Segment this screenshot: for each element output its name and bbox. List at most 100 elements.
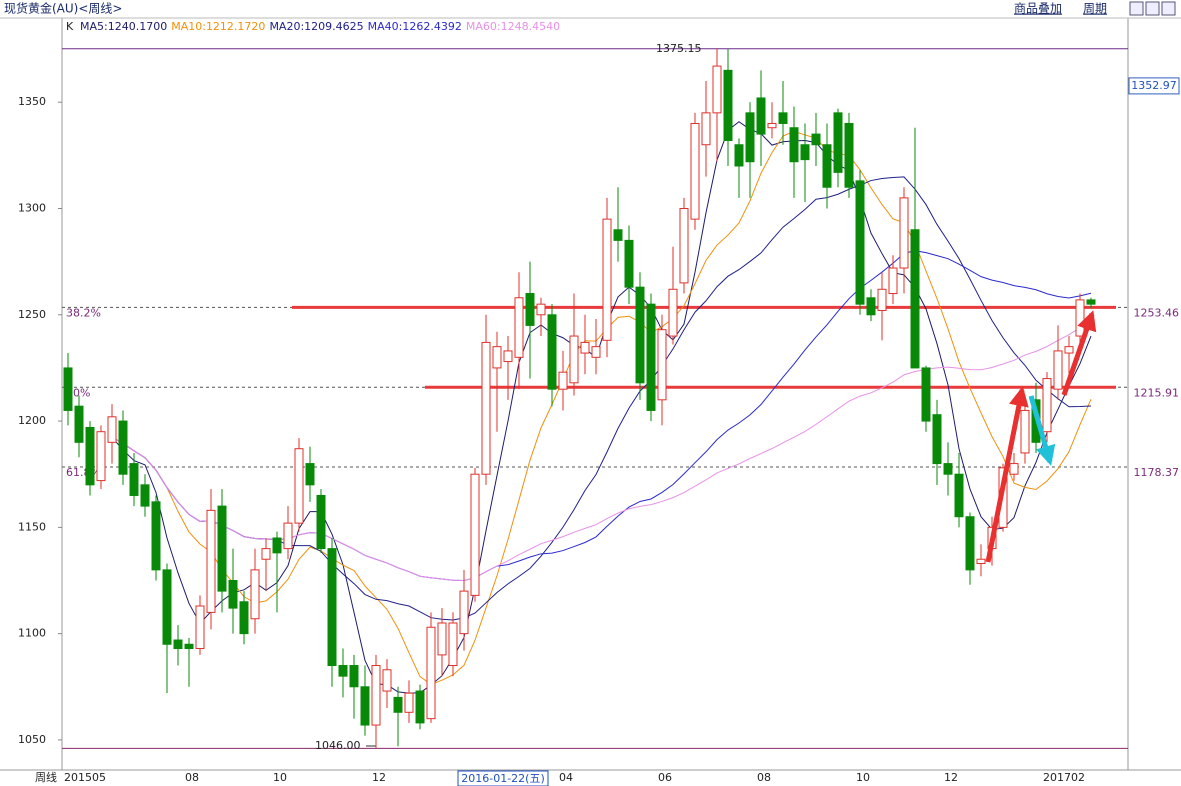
candle-body <box>426 626 436 720</box>
candle-body <box>569 335 579 384</box>
fib-value: 1178.37 <box>1134 466 1180 479</box>
arrow-up <box>1061 310 1097 396</box>
candle-body <box>811 133 821 146</box>
candle-body <box>1075 299 1085 337</box>
candle-body <box>239 601 249 635</box>
arrow-up <box>985 386 1029 563</box>
candle-body <box>316 494 326 550</box>
candle-body <box>228 579 238 609</box>
x-tick-label: 12 <box>372 771 386 784</box>
candle-body <box>74 405 84 443</box>
candle-body <box>305 463 315 486</box>
candle-body <box>371 665 381 726</box>
candle-body <box>1053 350 1063 390</box>
candle-body <box>492 346 502 369</box>
candle-body <box>294 448 304 524</box>
candle-body <box>162 569 172 645</box>
window-buttons <box>1129 1 1176 16</box>
candle-body <box>195 605 205 650</box>
plot: 1050 1100 1150 1200 1250 1300 1350 201505 08 10 12… <box>18 42 1179 784</box>
x-tick-label: 08 <box>757 771 771 784</box>
candle-body <box>283 522 293 550</box>
y-tick-label: 1100 <box>18 627 46 640</box>
candle-body <box>96 431 106 482</box>
low-label: 1046.00 <box>315 739 361 752</box>
candle-body <box>690 122 700 220</box>
candle-body <box>624 239 634 288</box>
candle-body <box>206 509 216 613</box>
y-tick-label: 1200 <box>18 414 46 427</box>
fib-label: 38.2% <box>66 306 101 319</box>
candle-body <box>250 569 260 620</box>
candle-body <box>954 473 964 518</box>
candle-body <box>151 501 161 571</box>
last-price: 1352.97 <box>1131 79 1177 92</box>
y-tick-label: 1250 <box>18 308 46 321</box>
toolbar-period[interactable]: 周期 <box>1083 2 1107 16</box>
button-max[interactable] <box>1161 1 1176 16</box>
fib-label: 61.8% <box>66 466 101 479</box>
candle-body <box>745 112 755 163</box>
button-back[interactable] <box>1129 1 1144 16</box>
candle-body <box>679 208 689 284</box>
candle-body <box>613 229 623 241</box>
candle-body <box>767 122 777 129</box>
candle-body <box>547 314 557 390</box>
candle-body <box>173 639 183 650</box>
candle-body <box>1020 409 1030 454</box>
candle-body <box>844 122 854 188</box>
candle-body <box>646 303 656 411</box>
candle-body <box>822 144 832 188</box>
candle-body <box>470 473 480 596</box>
fib-value: 1253.46 <box>1134 306 1180 319</box>
candle-body <box>712 65 722 114</box>
candle-body <box>734 144 744 167</box>
candle-body <box>657 329 667 401</box>
toolbar-overlay[interactable]: 商品叠加 <box>1014 1 1062 16</box>
candle-body <box>415 690 425 724</box>
candle-body <box>866 297 876 316</box>
cursor-label: 2016-01-22(五) <box>461 772 545 785</box>
x-tick-label: 10 <box>273 771 287 784</box>
legend-entry: MA20:1209.4625 <box>269 20 363 33</box>
candle-body <box>217 505 227 592</box>
high-label: 1375.15 <box>656 42 702 55</box>
candle-body <box>481 341 491 475</box>
candle-body <box>602 218 612 341</box>
button-forward[interactable] <box>1145 1 1160 16</box>
legend-entry: MA5:1240.1700 <box>80 20 167 33</box>
candle-body <box>525 293 535 326</box>
candle-body <box>129 463 139 496</box>
x-tick-label: 10 <box>856 771 870 784</box>
candle-body <box>558 371 568 390</box>
candle-body <box>503 350 513 363</box>
candle-body <box>910 229 920 369</box>
candle-body <box>536 303 546 316</box>
kind-label: K <box>66 20 74 33</box>
candle-body <box>701 112 711 146</box>
candle-body <box>833 112 843 173</box>
candle-body <box>591 346 601 358</box>
candle-body <box>404 692 414 713</box>
candle-body <box>338 665 348 677</box>
cursor-box <box>457 770 549 786</box>
candle-body <box>965 516 975 571</box>
candle-body <box>360 686 370 726</box>
candle-body <box>943 463 953 475</box>
candle-body <box>580 341 590 354</box>
candle-body <box>899 197 909 269</box>
x-tick-label: 201505 <box>64 771 106 784</box>
legend-entry: MA40:1262.4392 <box>368 20 462 33</box>
legend-entry: MA60:1248.4540 <box>466 20 560 33</box>
candle-body <box>272 537 282 554</box>
candle-body <box>800 144 810 161</box>
last-price-box <box>1128 77 1180 95</box>
fib-value: 1215.91 <box>1134 386 1180 399</box>
candle-body <box>107 416 117 443</box>
candle-body <box>514 297 524 358</box>
candle-body <box>448 622 458 667</box>
candle-body <box>888 267 898 295</box>
candle-body <box>1042 378 1052 433</box>
candle-body <box>393 696 403 713</box>
